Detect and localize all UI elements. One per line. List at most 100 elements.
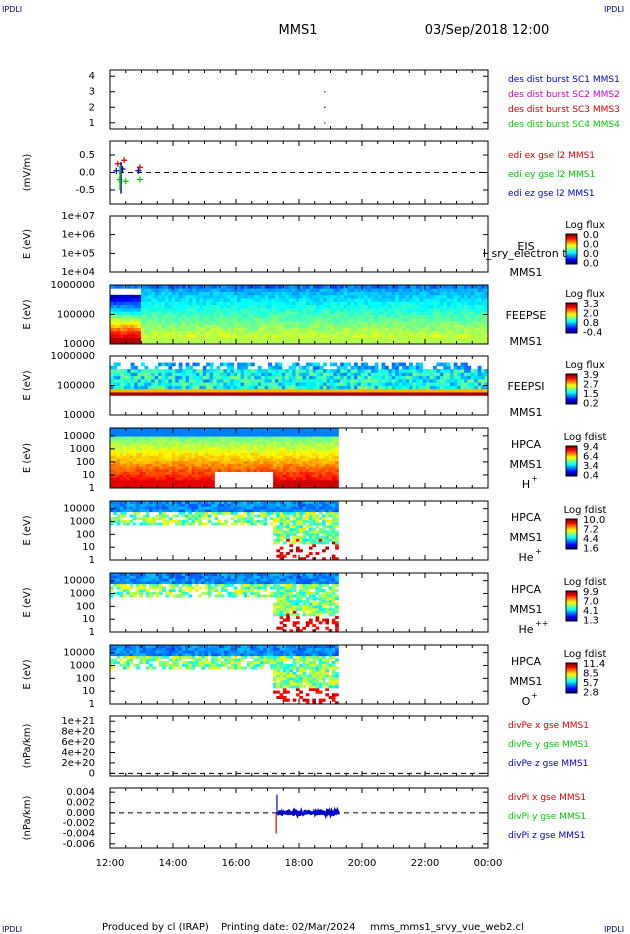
heatmap-cell xyxy=(219,369,224,373)
heatmap-cell xyxy=(202,324,207,329)
heatmap-cell xyxy=(214,433,219,437)
heatmap-cell xyxy=(443,375,448,380)
heatmap-cell xyxy=(302,311,307,315)
heatmap-cell xyxy=(130,388,135,393)
heatmap-cell xyxy=(384,330,389,335)
heatmap-cell xyxy=(384,298,389,302)
heatmap-cell xyxy=(292,327,296,332)
heatmap-cell xyxy=(237,378,241,383)
heatmap-cell xyxy=(328,436,333,440)
heatmap-cell xyxy=(347,294,351,299)
heatmap-cell xyxy=(158,378,162,383)
heatmap-cell xyxy=(110,474,114,478)
heatmap-cell xyxy=(312,455,316,459)
heatmap-cell xyxy=(353,324,358,329)
heatmap-cell xyxy=(477,330,482,335)
heatmap-cell xyxy=(123,458,127,462)
heatmap-cell xyxy=(144,365,149,370)
heatmap-cell xyxy=(436,378,441,383)
heatmap-cell xyxy=(299,327,303,332)
heatmap-cell xyxy=(419,307,424,312)
heatmap-cell xyxy=(254,291,259,296)
heatmap-cell xyxy=(113,479,117,483)
heatmap-cell xyxy=(237,311,241,315)
heatmap-cell xyxy=(378,321,382,325)
heatmap-cell xyxy=(395,385,400,390)
heatmap-cell xyxy=(165,466,170,470)
heatmap-cell xyxy=(388,385,393,390)
heatmap-cell xyxy=(271,327,276,332)
heatmap-cell xyxy=(326,311,331,315)
heatmap-cell xyxy=(263,447,267,451)
heatmap-cell xyxy=(285,314,290,319)
heatmap-cell xyxy=(299,477,303,481)
heatmap-cell xyxy=(360,301,365,306)
heatmap-cell xyxy=(151,311,156,315)
heatmap-cell xyxy=(328,433,333,437)
heatmap-cell xyxy=(391,301,396,306)
heatmap-cell xyxy=(226,337,231,342)
heatmap-cell xyxy=(443,385,448,390)
heatmap-cell xyxy=(398,362,403,367)
heatmap-cell xyxy=(316,369,321,373)
heatmap-cell xyxy=(350,294,355,299)
heatmap-cell xyxy=(274,327,279,332)
heatmap-cell xyxy=(206,301,211,306)
heatmap-cell xyxy=(257,288,262,292)
heatmap-cell xyxy=(481,334,485,338)
heatmap-cell xyxy=(145,477,150,481)
heatmap-cell xyxy=(151,288,156,292)
heatmap-cell xyxy=(323,327,327,332)
heatmap-cell xyxy=(292,452,297,456)
heatmap-cell xyxy=(443,311,448,315)
heatmap-cell xyxy=(271,378,276,383)
heatmap-cell xyxy=(470,324,475,329)
heatmap-cell xyxy=(198,430,202,434)
heatmap-cell xyxy=(329,334,334,338)
heatmap-cell xyxy=(226,298,231,302)
heatmap-cell xyxy=(463,307,468,312)
heatmap-cell xyxy=(371,334,375,338)
heatmap-cell xyxy=(353,378,358,383)
heatmap-cell xyxy=(384,285,389,289)
heatmap-cell xyxy=(288,372,293,377)
heatmap-cell xyxy=(415,288,420,292)
heatmap-cell xyxy=(367,382,372,386)
heatmap-cell xyxy=(470,314,475,319)
heatmap-cell xyxy=(168,433,173,437)
heatmap-cell xyxy=(233,291,238,296)
heatmap-cell xyxy=(398,388,403,393)
heatmap-cell xyxy=(292,433,297,437)
heatmap-cell xyxy=(185,385,190,390)
heatmap-cell xyxy=(422,317,427,322)
heatmap-cell xyxy=(278,334,283,338)
heatmap-cell xyxy=(305,477,310,481)
heatmap-cell xyxy=(264,311,269,315)
heatmap-cell xyxy=(213,327,217,332)
heatmap-cell xyxy=(276,433,281,437)
heatmap-cell xyxy=(164,392,169,396)
heatmap-cell xyxy=(175,474,179,478)
heatmap-cell xyxy=(419,385,424,390)
heatmap-cell xyxy=(443,288,448,292)
heatmap-cell xyxy=(331,447,336,451)
heatmap-cell xyxy=(279,449,284,453)
heatmap-cell xyxy=(161,392,166,396)
heatmap-cell xyxy=(426,337,430,342)
heatmap-cell xyxy=(263,430,267,434)
heatmap-cell xyxy=(136,460,140,464)
heatmap-cell xyxy=(281,311,286,315)
heatmap-cell xyxy=(329,304,334,309)
colorbar-cell xyxy=(566,257,577,260)
heatmap-cell xyxy=(331,471,336,475)
heatmap-cell xyxy=(463,372,468,377)
heatmap-cell xyxy=(194,458,199,462)
heatmap-cell xyxy=(384,324,389,329)
heatmap-cell xyxy=(140,324,145,329)
heatmap-cell xyxy=(384,385,389,390)
heatmap-cell xyxy=(347,288,351,292)
heatmap-cell xyxy=(395,340,400,345)
heatmap-cell xyxy=(142,479,147,483)
heatmap-cell xyxy=(151,382,156,386)
heatmap-cell xyxy=(247,330,252,335)
